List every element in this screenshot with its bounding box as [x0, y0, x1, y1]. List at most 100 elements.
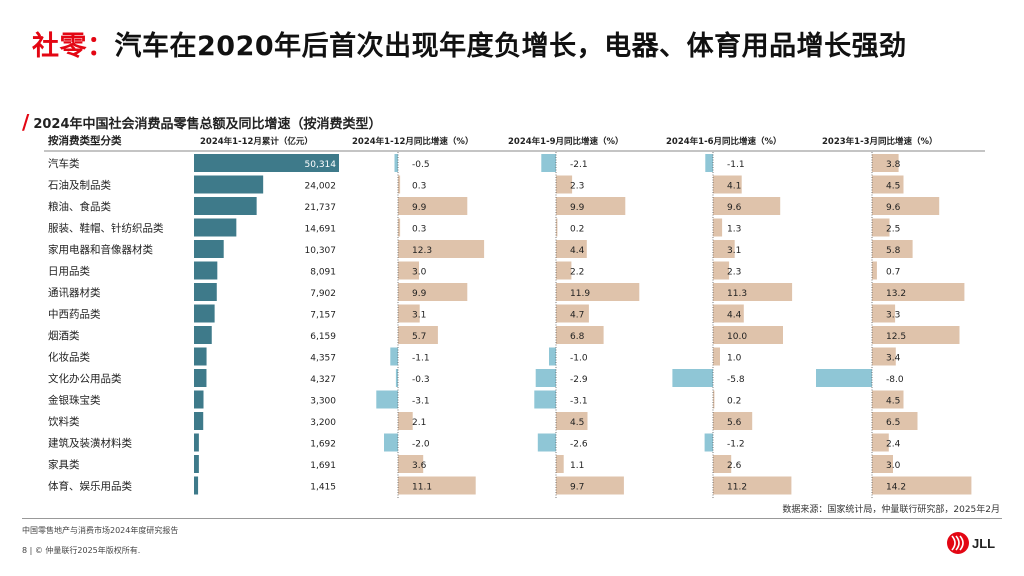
- total-bar: [194, 197, 257, 215]
- growth-bar: [395, 369, 398, 387]
- growth-bar: [537, 433, 556, 452]
- growth-value-label: -1.2: [727, 440, 745, 450]
- total-value-label: 4,327: [310, 375, 336, 385]
- total-value-label: 1,415: [310, 483, 336, 493]
- total-bar: [194, 455, 199, 473]
- growth-value-label: 2.6: [727, 461, 742, 471]
- total-bar: [194, 347, 207, 366]
- row-category-label: 体育、娱乐用品类: [48, 480, 132, 493]
- growth-bar: [556, 326, 604, 344]
- growth-bar: [872, 240, 913, 258]
- growth-bar: [872, 390, 904, 409]
- growth-value-label: 11.3: [727, 289, 747, 299]
- growth-value-label: 6.8: [570, 332, 585, 342]
- growth-bar: [556, 240, 587, 258]
- growth-value-label: 3.1: [727, 246, 741, 256]
- growth-bar: [398, 261, 419, 280]
- growth-bar: [704, 433, 713, 452]
- column-header: 2024年1-6月同比增速（%）: [666, 136, 782, 147]
- growth-bar: [398, 197, 468, 215]
- total-bar: [194, 390, 204, 409]
- growth-bar: [556, 304, 589, 323]
- growth-bar: [549, 347, 556, 366]
- total-bar: [194, 412, 204, 430]
- total-bar: [194, 283, 217, 301]
- growth-value-label: 4.7: [570, 311, 584, 321]
- growth-value-label: 9.6: [727, 203, 742, 213]
- total-bar: [194, 218, 237, 237]
- growth-bar: [713, 261, 730, 280]
- growth-bar: [713, 283, 793, 301]
- growth-value-label: 0.3: [412, 225, 426, 235]
- growth-value-label: 2.2: [570, 268, 584, 278]
- growth-bar: [556, 218, 558, 237]
- growth-value-label: -1.1: [412, 354, 430, 364]
- total-bar: [194, 304, 215, 323]
- total-bar: [194, 433, 199, 452]
- growth-bar: [534, 390, 556, 409]
- growth-bar: [398, 455, 424, 473]
- footer-copyright-line: 8 | © 仲量联行2025年版权所有.: [22, 546, 141, 555]
- growth-value-label: 6.5: [886, 418, 900, 428]
- row-category-label: 文化办公用品类: [48, 372, 122, 385]
- growth-value-label: -3.1: [412, 397, 430, 407]
- row-category-label: 服装、鞋帽、针纺织品类: [48, 222, 164, 235]
- column-header: 2024年1-9月同比增速（%）: [508, 136, 624, 147]
- growth-bar: [713, 218, 723, 237]
- accent-slash-icon: /: [22, 110, 30, 134]
- growth-bar: [872, 261, 877, 280]
- growth-bar: [872, 326, 960, 344]
- growth-bar: [556, 261, 572, 280]
- total-value-label: 4,357: [310, 354, 336, 364]
- growth-value-label: -2.9: [570, 375, 588, 385]
- growth-bar: [713, 412, 753, 430]
- total-value-label: 3,300: [310, 397, 336, 407]
- growth-value-label: 0.3: [412, 182, 426, 192]
- row-category-label: 饮料类: [48, 415, 80, 428]
- sales-growth-table-chart: 按消费类型分类 2024年1-12月累计（亿元） 2024年1-12月同比增速（%）…: [44, 134, 985, 498]
- growth-value-label: 4.1: [727, 182, 741, 192]
- growth-value-label: 9.9: [412, 289, 427, 299]
- growth-value-label: 13.2: [886, 289, 906, 299]
- row-category-label: 日用品类: [48, 265, 90, 278]
- growth-bar: [556, 412, 588, 430]
- growth-bar: [872, 433, 889, 452]
- svg-text:JLL: JLL: [972, 536, 995, 551]
- growth-bar: [376, 390, 398, 409]
- growth-value-label: -2.1: [570, 160, 588, 170]
- growth-value-label: 1.1: [570, 461, 584, 471]
- total-value-label: 10,307: [305, 246, 337, 256]
- growth-bar: [713, 304, 744, 323]
- column-header: 按消费类型分类: [48, 134, 122, 147]
- column-header: 2024年1-12月同比增速（%）: [352, 136, 473, 147]
- growth-bar: [872, 304, 896, 323]
- growth-value-label: 4.5: [570, 418, 584, 428]
- growth-bar: [713, 455, 732, 473]
- total-value-label: 1,691: [310, 461, 336, 471]
- total-value-label: 7,157: [310, 311, 336, 321]
- growth-value-label: -3.1: [570, 397, 588, 407]
- growth-value-label: 9.9: [570, 203, 585, 213]
- growth-bar: [713, 347, 720, 366]
- total-bar: [194, 261, 218, 280]
- total-value-label: 14,691: [305, 225, 337, 235]
- growth-bar: [556, 455, 564, 473]
- total-value-label: 24,002: [305, 182, 337, 192]
- growth-bar: [713, 240, 735, 258]
- row-category-label: 汽车类: [48, 157, 80, 170]
- growth-value-label: 4.4: [570, 246, 585, 256]
- jll-logo: JLL: [947, 532, 995, 554]
- growth-value-label: 11.1: [412, 483, 432, 493]
- growth-bar: [713, 390, 715, 409]
- row-category-label: 化妆品类: [48, 351, 90, 364]
- growth-bar: [398, 283, 468, 301]
- growth-value-label: 5.8: [886, 246, 901, 256]
- growth-value-label: 0.2: [727, 397, 741, 407]
- growth-bar: [872, 412, 918, 430]
- chart-subtitle-row: /2024年中国社会消费品零售总额及同比增速（按消费类型）: [22, 110, 382, 134]
- growth-bar: [713, 326, 783, 344]
- growth-value-label: -2.0: [412, 440, 430, 450]
- total-value-label: 21,737: [305, 203, 337, 213]
- growth-bar: [398, 240, 485, 258]
- growth-value-label: -0.3: [412, 375, 430, 385]
